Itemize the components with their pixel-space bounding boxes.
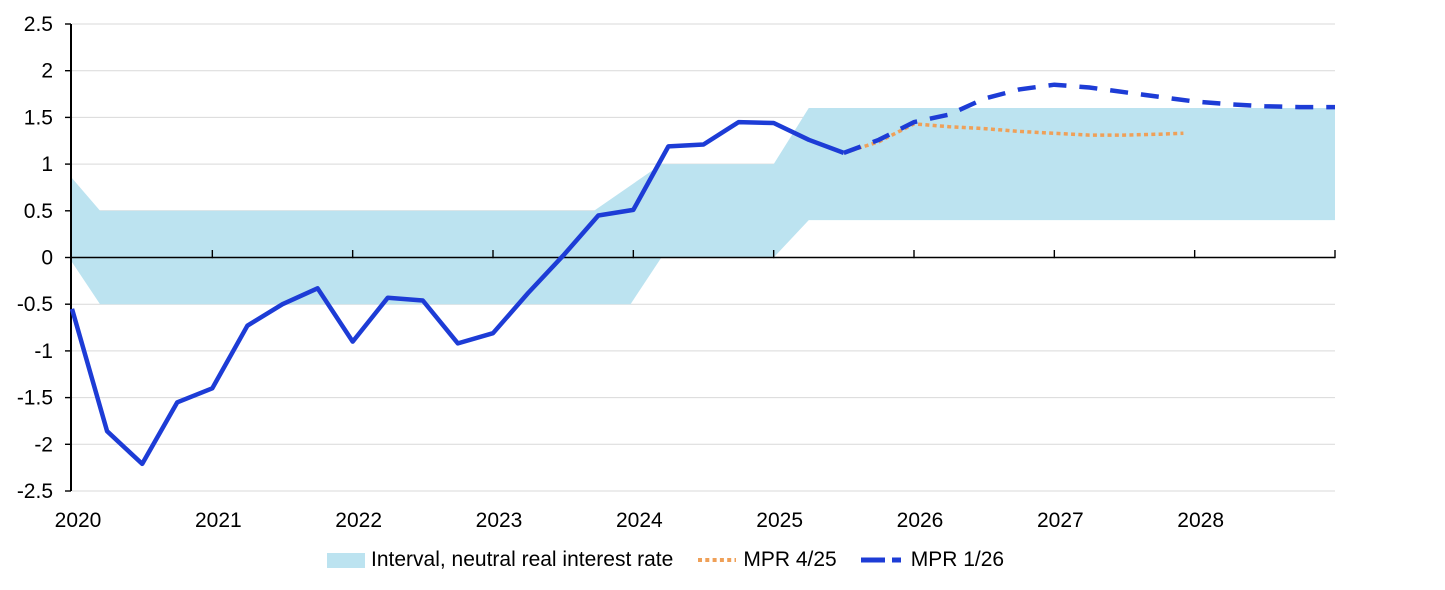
svg-text:2: 2 [41, 60, 53, 83]
svg-text:0: 0 [41, 247, 53, 270]
svg-text:1.5: 1.5 [24, 106, 53, 129]
svg-text:2022: 2022 [335, 509, 382, 532]
legend-item-mpr-4-25: MPR 4/25 [697, 548, 837, 572]
chart-legend: Interval, neutral real interest rate MPR… [327, 548, 1004, 572]
neutral-rate-interval-band [72, 108, 1335, 305]
svg-text:2023: 2023 [476, 509, 523, 532]
x-axis-ticks [211, 250, 1336, 259]
x-axis-labels: 2020 2021 2022 2023 2024 2025 2026 2027 2028 [55, 509, 1224, 532]
svg-text:-1: -1 [34, 340, 53, 363]
svg-text:-1.5: -1.5 [17, 387, 53, 410]
svg-text:2024: 2024 [616, 509, 663, 532]
interval-band-swatch [327, 552, 365, 568]
svg-text:2021: 2021 [195, 509, 242, 532]
svg-text:2020: 2020 [55, 509, 102, 532]
svg-text:0.5: 0.5 [24, 200, 53, 223]
series-mpr-1-26-line [843, 82, 1335, 156]
legend-item-mpr-1-26: MPR 1/26 [860, 548, 1005, 572]
legend-label-interval: Interval, neutral real interest rate [371, 548, 674, 571]
mpr-4-25-dotted-swatch [698, 558, 737, 562]
legend-label-mpr-4-25: MPR 4/25 [743, 548, 837, 571]
y-axis-labels: 2.5 2 1.5 1 0.5 0 -0.5 -1 -1.5 -2 -2.5 [17, 13, 53, 503]
svg-text:-2.5: -2.5 [17, 480, 53, 503]
svg-text:2027: 2027 [1037, 509, 1084, 532]
svg-text:2025: 2025 [756, 509, 803, 532]
svg-text:2028: 2028 [1177, 509, 1224, 532]
y-axis-ticks [65, 23, 71, 492]
svg-text:-0.5: -0.5 [17, 293, 53, 316]
legend-label-mpr-1-26: MPR 1/26 [910, 548, 1005, 571]
series-historical-real-rate-line [69, 119, 845, 467]
legend-item-interval: Interval, neutral real interest rate [327, 548, 673, 572]
svg-text:1: 1 [41, 153, 53, 176]
svg-text:2.5: 2.5 [24, 13, 53, 36]
svg-text:2026: 2026 [897, 509, 944, 532]
svg-text:-2: -2 [34, 433, 53, 456]
mpr-1-26-dashed-swatch [860, 557, 905, 563]
